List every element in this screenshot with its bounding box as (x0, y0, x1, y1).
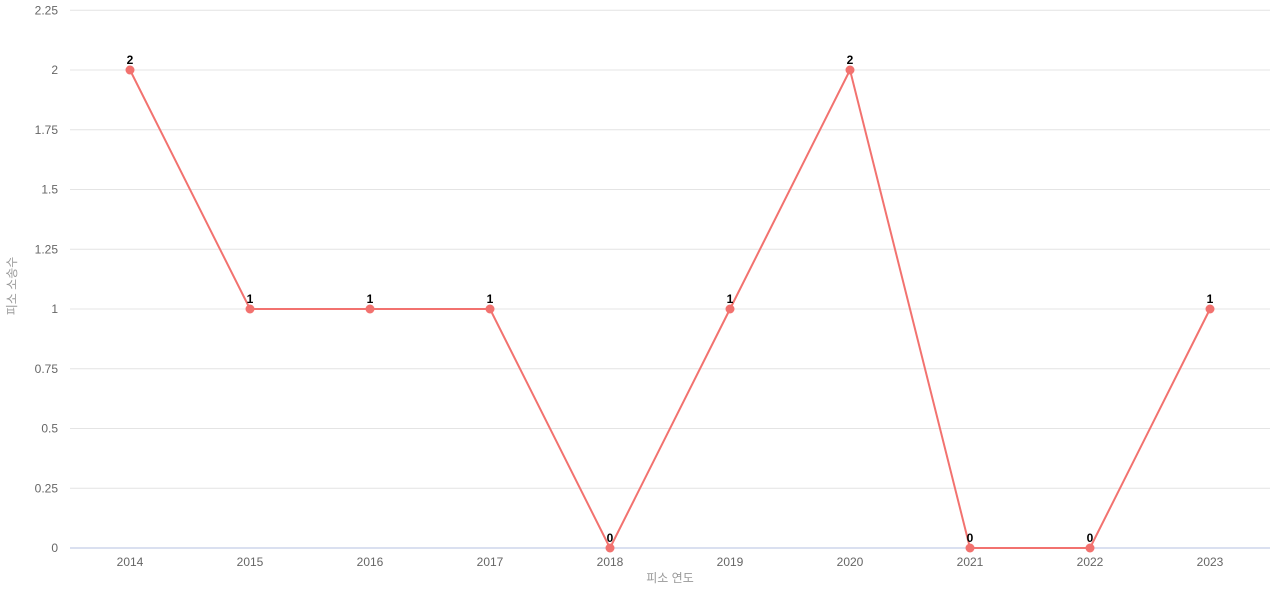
svg-text:2018: 2018 (597, 555, 624, 569)
svg-text:2023: 2023 (1197, 555, 1224, 569)
svg-text:2021: 2021 (957, 555, 984, 569)
svg-text:0: 0 (1087, 531, 1094, 545)
svg-text:1: 1 (487, 292, 494, 306)
svg-text:0: 0 (51, 541, 58, 555)
svg-text:0.75: 0.75 (35, 362, 59, 376)
svg-text:2: 2 (847, 53, 854, 67)
svg-text:2017: 2017 (477, 555, 504, 569)
svg-text:0: 0 (967, 531, 974, 545)
svg-text:1.75: 1.75 (35, 123, 59, 137)
svg-text:2019: 2019 (717, 555, 744, 569)
svg-text:2014: 2014 (117, 555, 144, 569)
svg-text:2022: 2022 (1077, 555, 1104, 569)
svg-text:1: 1 (1207, 292, 1214, 306)
svg-text:2020: 2020 (837, 555, 864, 569)
svg-text:2: 2 (127, 53, 134, 67)
svg-text:2: 2 (51, 63, 58, 77)
svg-text:2015: 2015 (237, 555, 264, 569)
svg-text:1: 1 (247, 292, 254, 306)
svg-text:2.25: 2.25 (35, 3, 59, 17)
svg-text:피소 소송수: 피소 소송수 (5, 257, 19, 316)
svg-text:2016: 2016 (357, 555, 384, 569)
svg-text:1.5: 1.5 (41, 183, 58, 197)
svg-text:0: 0 (607, 531, 614, 545)
svg-text:피소 연도: 피소 연도 (646, 571, 694, 585)
svg-text:0.5: 0.5 (41, 422, 58, 436)
svg-text:1: 1 (367, 292, 374, 306)
svg-text:1: 1 (51, 302, 58, 316)
svg-text:0.25: 0.25 (35, 481, 59, 495)
svg-text:1: 1 (727, 292, 734, 306)
svg-text:1.25: 1.25 (35, 242, 59, 256)
